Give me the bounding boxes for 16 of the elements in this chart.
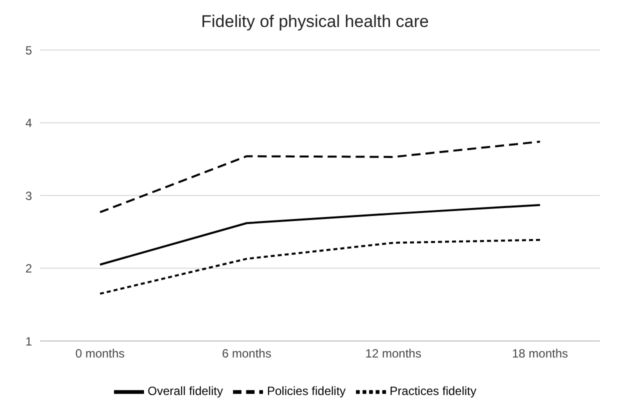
y-tick-label: 2 xyxy=(25,262,32,276)
legend-label: Overall fidelity xyxy=(148,384,223,398)
y-tick-label: 1 xyxy=(25,334,32,348)
line-series xyxy=(99,204,541,266)
legend-label: Practices fidelity xyxy=(390,384,476,398)
y-tick-label: 3 xyxy=(25,188,32,203)
y-tick-label: 5 xyxy=(25,43,32,58)
y-tick-label: 4 xyxy=(25,116,32,130)
x-tick-label: 6 months xyxy=(222,346,272,361)
x-tick-label: 18 months xyxy=(512,346,568,361)
line-series xyxy=(99,238,541,295)
chart-title: Fidelity of physical health care xyxy=(200,11,430,33)
x-tick-label: 12 months xyxy=(365,346,422,361)
line-series xyxy=(99,140,541,214)
x-tick-label: 0 months xyxy=(75,346,125,361)
legend-label: Policies fidelity xyxy=(266,384,346,398)
